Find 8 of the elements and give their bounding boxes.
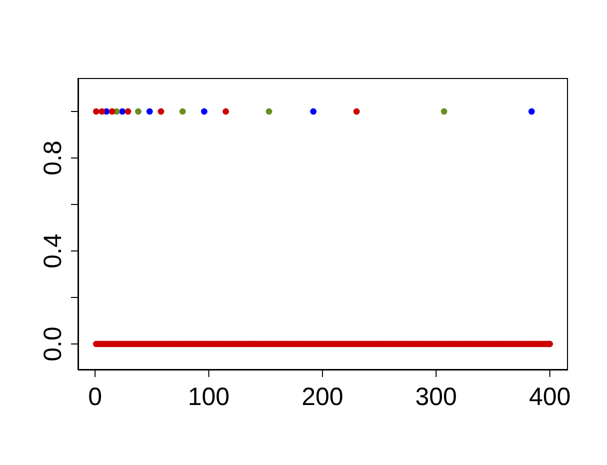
x-tick-label: 100: [188, 383, 230, 411]
y-tick-label: 0.8: [39, 140, 67, 176]
x-tick-label: 200: [302, 383, 344, 411]
x-tick-label: 400: [528, 383, 571, 411]
x-tick-label: 0: [88, 383, 102, 411]
y-tick-label: 0.0: [39, 326, 67, 362]
x-tick-label: 300: [415, 383, 457, 411]
y-tick-label: 0.4: [39, 234, 67, 268]
